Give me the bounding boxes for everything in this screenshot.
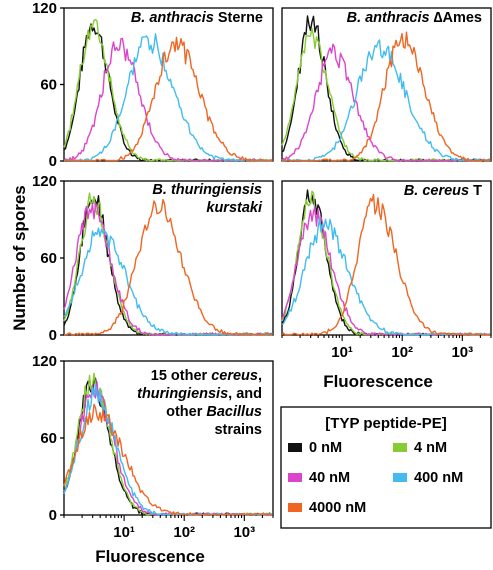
panel-frame [281, 180, 492, 336]
series-line-4000-nm [63, 403, 273, 516]
panel-title: B. anthracis ∆Ames [347, 10, 482, 26]
y-tick-label: 60 [40, 430, 57, 447]
legend-label: 400 nM [414, 470, 463, 486]
x-tick-label: 10² [173, 524, 195, 541]
panels: 0 60 120 B. anthracis Sterne B. anthracis ∆A… [32, 0, 492, 541]
panel: 0 60 120 10¹ 10² 10³ 15 other cereus, thuringie… [32, 353, 274, 541]
panel-title: B. anthracis Sterne [131, 10, 263, 26]
x-axis-title: Fluorescence [95, 547, 205, 566]
legend-swatch [288, 503, 302, 512]
legend-swatch [393, 473, 407, 482]
series-line-400-nm [281, 217, 491, 336]
legend-label: 40 nM [309, 470, 350, 486]
y-tick-label: 60 [40, 77, 57, 94]
panel-title: 15 other cereus, [151, 368, 262, 384]
legend: [TYP peptide-PE] 0 nM 4 nM 40 nM 400 nM 4000 … [280, 406, 492, 529]
panel: 10¹ 10² 10³ B. cereus T [281, 180, 492, 361]
legend-label: 0 nM [309, 440, 342, 456]
legend-box [280, 406, 492, 529]
y-tick-label: 120 [32, 173, 57, 190]
panel-title: strains [214, 422, 262, 438]
y-tick-label: 60 [40, 250, 57, 267]
panel-title: B. thuringiensis [152, 182, 262, 198]
series-line-4000-nm [282, 31, 491, 162]
legend-label: 4000 nM [309, 500, 366, 516]
series-line-400-nm [63, 384, 273, 516]
y-tick-label: 120 [32, 0, 57, 17]
x-tick-label: 10¹ [331, 344, 353, 361]
y-tick-label: 120 [32, 353, 57, 370]
legend-swatch [393, 443, 407, 452]
x-axis-title: Fluorescence [323, 372, 433, 391]
series-line-400-nm [282, 39, 491, 162]
x-tick-label: 10² [391, 344, 413, 361]
y-axis-title: Number of spores [10, 185, 29, 330]
panel-title: B. cereus T [404, 183, 482, 199]
panel-title: kurstaki [206, 200, 263, 216]
y-tick-label: 0 [49, 153, 57, 170]
series-line-4000-nm [281, 193, 491, 336]
x-tick-label: 10³ [451, 344, 473, 361]
panel: B. anthracis ∆Ames [281, 7, 492, 162]
panel-title: other Bacillus [166, 404, 262, 420]
panel: 0 60 120 B. anthracis Sterne [32, 0, 274, 170]
y-tick-label: 0 [49, 327, 57, 344]
legend-label: 4 nM [414, 440, 447, 456]
legend-swatch [288, 443, 302, 452]
legend-swatch [288, 473, 302, 482]
x-tick-label: 10³ [233, 524, 255, 541]
legend-title: [TYP peptide-PE] [325, 415, 446, 432]
series-line-4000-nm [64, 198, 273, 336]
panel-title: thuringiensis, and [137, 386, 262, 402]
series-line-400-nm [63, 33, 273, 162]
x-tick-label: 10¹ [113, 524, 135, 541]
y-tick-label: 0 [49, 507, 57, 524]
panel-frame [281, 7, 492, 162]
series-line-4000-nm [64, 36, 273, 162]
series-line-40-nm [281, 43, 491, 162]
panel: 0 60 120 B. thuringiensis kurstaki [32, 173, 274, 344]
